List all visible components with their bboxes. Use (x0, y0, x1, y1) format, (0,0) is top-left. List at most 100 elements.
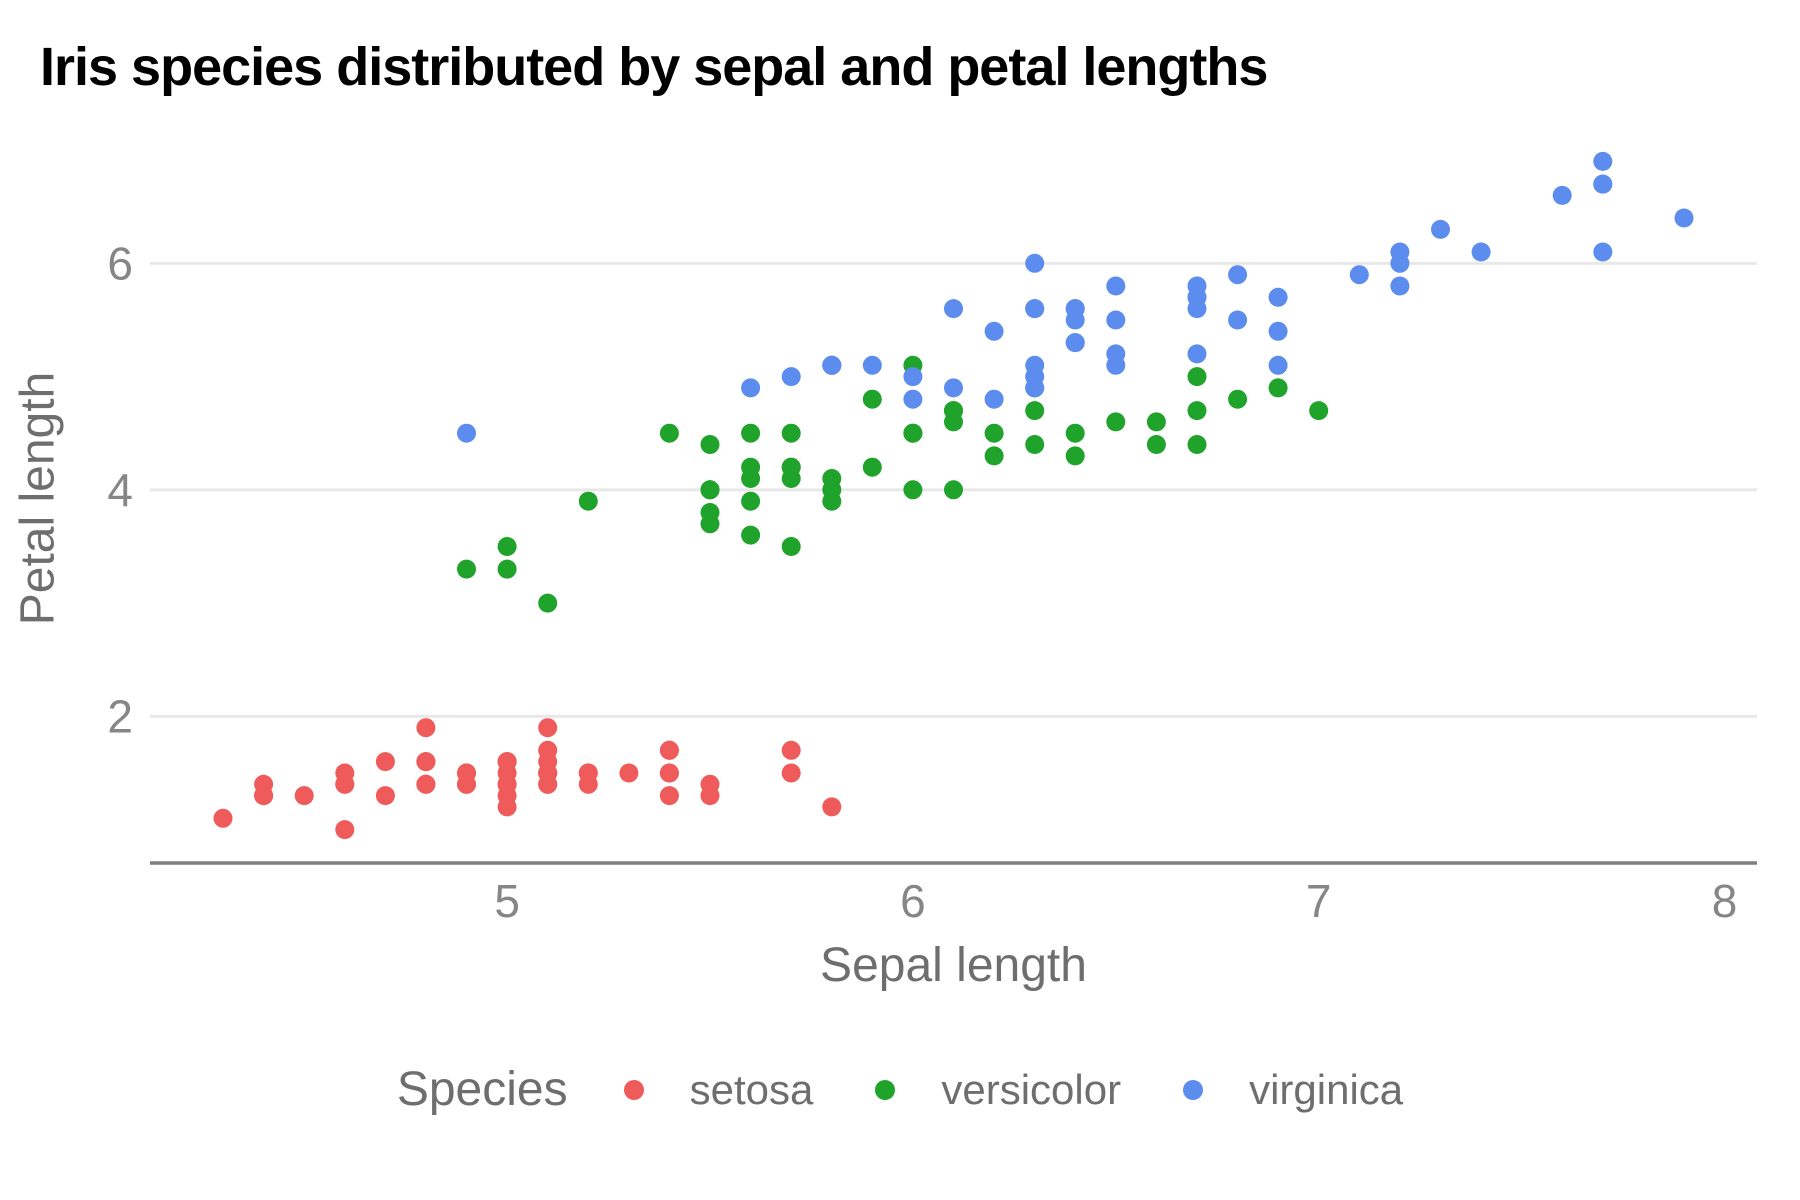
point-versicolor[interactable] (984, 423, 1004, 443)
point-setosa[interactable] (335, 774, 355, 794)
point-virginica[interactable] (741, 378, 761, 398)
point-virginica[interactable] (903, 389, 923, 409)
point-virginica[interactable] (1065, 310, 1085, 330)
point-virginica[interactable] (1593, 151, 1613, 171)
point-versicolor[interactable] (1065, 423, 1085, 443)
point-versicolor[interactable] (1187, 367, 1207, 387)
point-setosa[interactable] (457, 774, 476, 794)
point-versicolor[interactable] (1065, 446, 1085, 466)
point-virginica[interactable] (1593, 242, 1613, 262)
point-versicolor[interactable] (862, 457, 882, 477)
point-versicolor[interactable] (1268, 378, 1288, 398)
point-versicolor[interactable] (1025, 435, 1045, 454)
point-versicolor[interactable] (741, 457, 761, 477)
point-setosa[interactable] (538, 752, 558, 772)
point-versicolor[interactable] (741, 491, 761, 511)
point-versicolor[interactable] (1146, 412, 1166, 432)
point-virginica[interactable] (1674, 208, 1694, 228)
point-virginica[interactable] (903, 367, 923, 387)
point-virginica[interactable] (1065, 333, 1085, 353)
point-setosa[interactable] (416, 774, 436, 794)
point-virginica[interactable] (862, 355, 882, 375)
point-virginica[interactable] (1187, 287, 1207, 307)
point-versicolor[interactable] (700, 514, 720, 534)
point-setosa[interactable] (659, 786, 679, 806)
legend-item-virginica[interactable]: virginica (1183, 1066, 1403, 1114)
point-virginica[interactable] (1349, 265, 1369, 285)
legend-item-versicolor[interactable]: versicolor (875, 1066, 1121, 1114)
point-versicolor[interactable] (781, 537, 801, 556)
point-virginica[interactable] (1593, 174, 1613, 194)
point-virginica[interactable] (1390, 253, 1410, 273)
point-setosa[interactable] (335, 820, 355, 840)
point-virginica[interactable] (1268, 287, 1288, 307)
point-versicolor[interactable] (903, 423, 923, 443)
point-setosa[interactable] (416, 718, 436, 738)
point-virginica[interactable] (944, 299, 963, 319)
point-setosa[interactable] (578, 763, 598, 783)
point-versicolor[interactable] (659, 423, 679, 443)
point-versicolor[interactable] (1228, 389, 1248, 409)
point-versicolor[interactable] (497, 559, 517, 579)
point-virginica[interactable] (1106, 344, 1126, 364)
point-virginica[interactable] (984, 389, 1004, 409)
legend-item-setosa[interactable]: setosa (623, 1066, 813, 1114)
point-versicolor[interactable] (1187, 435, 1207, 454)
point-versicolor[interactable] (944, 480, 963, 500)
point-setosa[interactable] (254, 786, 274, 806)
point-versicolor[interactable] (862, 389, 882, 409)
point-virginica[interactable] (1268, 355, 1288, 375)
point-versicolor[interactable] (984, 446, 1004, 466)
point-versicolor[interactable] (700, 480, 720, 500)
point-versicolor[interactable] (1146, 435, 1166, 454)
point-setosa[interactable] (375, 786, 395, 806)
point-setosa[interactable] (822, 797, 842, 817)
point-versicolor[interactable] (741, 423, 761, 443)
point-versicolor[interactable] (741, 525, 761, 545)
point-versicolor[interactable] (1106, 412, 1126, 432)
point-virginica[interactable] (1106, 310, 1126, 330)
point-virginica[interactable] (1431, 219, 1450, 239)
point-virginica[interactable] (984, 321, 1004, 341)
point-versicolor[interactable] (781, 469, 801, 488)
point-virginica[interactable] (1025, 299, 1045, 319)
point-virginica[interactable] (1471, 242, 1491, 262)
point-versicolor[interactable] (538, 593, 558, 613)
point-versicolor[interactable] (1025, 401, 1045, 421)
point-versicolor[interactable] (1309, 401, 1329, 421)
point-virginica[interactable] (457, 423, 476, 443)
point-virginica[interactable] (822, 355, 842, 375)
point-setosa[interactable] (659, 740, 679, 760)
point-versicolor[interactable] (700, 435, 720, 454)
point-setosa[interactable] (700, 786, 720, 806)
point-versicolor[interactable] (944, 412, 963, 432)
point-setosa[interactable] (659, 763, 679, 783)
point-versicolor[interactable] (1187, 401, 1207, 421)
point-virginica[interactable] (1228, 265, 1248, 285)
point-versicolor[interactable] (578, 491, 598, 511)
point-versicolor[interactable] (822, 480, 842, 500)
point-versicolor[interactable] (781, 423, 801, 443)
point-virginica[interactable] (1025, 367, 1045, 387)
point-virginica[interactable] (1187, 344, 1207, 364)
point-setosa[interactable] (619, 763, 639, 783)
point-setosa[interactable] (497, 774, 517, 794)
point-virginica[interactable] (1025, 253, 1045, 273)
point-setosa[interactable] (375, 752, 395, 772)
point-virginica[interactable] (1390, 276, 1410, 296)
point-setosa[interactable] (538, 718, 558, 738)
point-setosa[interactable] (497, 752, 517, 772)
point-setosa[interactable] (294, 786, 314, 806)
point-virginica[interactable] (944, 378, 963, 398)
point-setosa[interactable] (781, 763, 801, 783)
point-virginica[interactable] (1106, 276, 1126, 296)
point-setosa[interactable] (781, 740, 801, 760)
point-virginica[interactable] (1552, 185, 1572, 205)
point-versicolor[interactable] (497, 537, 517, 556)
point-virginica[interactable] (781, 367, 801, 387)
point-versicolor[interactable] (457, 559, 476, 579)
point-virginica[interactable] (1228, 310, 1248, 330)
point-virginica[interactable] (1268, 321, 1288, 341)
point-setosa[interactable] (416, 752, 436, 772)
point-versicolor[interactable] (903, 480, 923, 500)
